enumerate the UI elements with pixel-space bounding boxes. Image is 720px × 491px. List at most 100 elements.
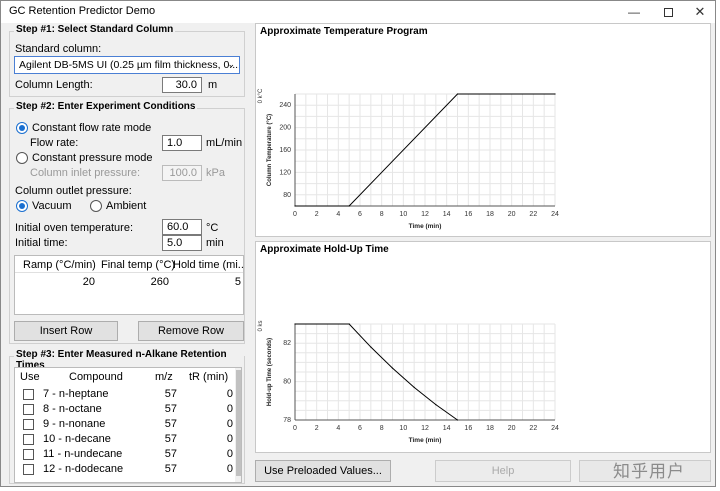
constant-flow-radio[interactable]	[16, 122, 28, 134]
y-tick-label: 80	[283, 379, 291, 386]
y-axis-label: Column Temperature (°C)	[267, 114, 273, 186]
table-row[interactable]: 10 - n-decane 57 0	[15, 433, 235, 448]
remove-row-button[interactable]: Remove Row	[138, 321, 244, 341]
ramp-header-ramp[interactable]: Ramp (°C/min)	[23, 259, 96, 271]
x-tick-label: 8	[380, 211, 384, 218]
tr-cell[interactable]: 0	[226, 463, 233, 475]
mz-cell[interactable]: 57	[164, 433, 177, 445]
y-tick-label: 200	[279, 125, 291, 132]
alkane-header-mz[interactable]: m/z	[155, 371, 173, 383]
table-row[interactable]: 9 - n-nonane 57 0	[15, 418, 235, 433]
constant-pressure-radio[interactable]	[16, 152, 28, 164]
column-length-input[interactable]: 30.0	[162, 77, 202, 93]
compound-cell: 12 - n-dodecane	[43, 463, 124, 475]
use-checkbox[interactable]	[23, 434, 34, 445]
close-icon: ✕	[694, 4, 706, 19]
ramp-cell-rate[interactable]: 20	[82, 276, 95, 288]
x-tick-label: 20	[508, 211, 516, 218]
y-tick-label: 82	[283, 340, 291, 347]
table-row[interactable]: 7 - n-heptane 57 0	[15, 388, 235, 403]
series-point	[554, 93, 556, 95]
ramp-header-hold-time[interactable]: Hold time (mi...	[173, 259, 244, 271]
maximize-button[interactable]	[651, 1, 685, 23]
table-row[interactable]: 12 - n-dodecane 57 0	[15, 463, 235, 478]
x-tick-label: 2	[315, 211, 319, 218]
initial-temp-input[interactable]: 60.0	[162, 219, 202, 235]
use-checkbox[interactable]	[23, 464, 34, 475]
inlet-pressure-input[interactable]: 100.0	[162, 165, 202, 181]
inlet-pressure-label: Column inlet pressure:	[30, 167, 141, 179]
outlet-pressure-label: Column outlet pressure:	[15, 185, 132, 197]
holdup-chart-panel: Approximate Hold-Up Time 0 2 4 6 8 10 12 14 16 18…	[255, 241, 711, 453]
x-tick-label: 10	[399, 211, 407, 218]
vacuum-label: Vacuum	[32, 200, 72, 212]
column-length-unit: m	[208, 79, 218, 91]
close-button[interactable]: ✕	[683, 1, 717, 23]
x-tick-label: 20	[508, 425, 516, 432]
y-tick-label: 240	[279, 102, 291, 109]
insert-row-button[interactable]: Insert Row	[14, 321, 118, 341]
alkane-scrollbar[interactable]	[235, 368, 241, 482]
column-length-label: Column Length:	[15, 79, 93, 91]
table-row[interactable]: 11 - n-undecane 57 0	[15, 448, 235, 463]
x-tick-label: 8	[380, 425, 384, 432]
table-row[interactable]: 8 - n-octane 57 0	[15, 403, 235, 418]
window-title: GC Retention Predictor Demo	[9, 5, 156, 17]
tr-cell[interactable]: 0	[226, 388, 233, 400]
ramp-header-final-temp[interactable]: Final temp (°C)	[101, 259, 176, 271]
initial-time-label: Initial time:	[15, 237, 68, 249]
alkane-header-tr[interactable]: tR (min)	[189, 371, 229, 383]
alkane-table: Use Compound m/z tR (min) 7 - n-heptane 5…	[14, 367, 242, 483]
alkane-scroll-thumb[interactable]	[236, 370, 241, 476]
vacuum-radio[interactable]	[16, 200, 28, 212]
compound-cell: 7 - n-heptane	[43, 388, 109, 400]
tr-cell[interactable]: 0	[226, 448, 233, 460]
alkane-header-use[interactable]: Use	[20, 371, 40, 383]
help-button[interactable]: Help	[435, 460, 571, 482]
use-checkbox[interactable]	[23, 389, 34, 400]
use-checkbox[interactable]	[23, 449, 34, 460]
series-point	[294, 205, 296, 207]
temperature-chart-panel: Approximate Temperature Program 0 2 4 6 8 10 1…	[255, 23, 711, 237]
use-checkbox[interactable]	[23, 419, 34, 430]
step3-title: Step #3: Enter Measured n-Alkane Retenti…	[14, 349, 244, 371]
step1-title: Step #1: Select Standard Column	[14, 24, 176, 35]
series-point	[456, 419, 459, 421]
alkane-header-compound[interactable]: Compound	[69, 371, 123, 383]
step2-group: Step #2: Enter Experiment Conditions Con…	[9, 101, 245, 344]
series-point	[370, 346, 372, 348]
initial-temp-unit: °C	[206, 222, 219, 234]
standard-column-select[interactable]: Agilent DB-5MS UI (0.25 µm film thicknes…	[14, 56, 240, 74]
y-axis-label: Hold-up Time (seconds)	[267, 338, 273, 406]
ambient-radio[interactable]	[90, 200, 102, 212]
tr-cell[interactable]: 0	[226, 403, 233, 415]
ramp-cell-hold-time[interactable]: 5	[234, 276, 241, 288]
compound-cell: 11 - n-undecane	[43, 448, 123, 460]
x-tick-label: 12	[421, 211, 429, 218]
inlet-pressure-unit: kPa	[206, 167, 225, 179]
series-point	[413, 386, 415, 388]
minimize-button[interactable]: —	[617, 1, 651, 23]
use-checkbox[interactable]	[23, 404, 34, 415]
mz-cell[interactable]: 57	[164, 403, 177, 415]
ramp-cell-final-temp[interactable]: 260	[150, 276, 169, 288]
standard-column-label: Standard column:	[15, 43, 102, 55]
next-button[interactable]	[579, 460, 711, 482]
mz-cell[interactable]: 57	[164, 418, 177, 430]
minimize-icon: —	[628, 5, 640, 19]
use-preloaded-button[interactable]: Use Preloaded Values...	[255, 460, 391, 482]
mz-cell[interactable]: 57	[164, 463, 177, 475]
ambient-label: Ambient	[106, 200, 147, 212]
y-tick-label: 78	[283, 417, 291, 424]
mz-cell[interactable]: 57	[164, 448, 177, 460]
holdup-chart-title: Approximate Hold-Up Time	[260, 244, 389, 255]
tr-cell[interactable]: 0	[226, 418, 233, 430]
initial-time-input[interactable]: 5.0	[162, 235, 202, 251]
tr-cell[interactable]: 0	[226, 433, 233, 445]
x-tick-label: 24	[551, 211, 559, 218]
mz-cell[interactable]: 57	[164, 388, 177, 400]
flow-rate-input[interactable]: 1.0	[162, 135, 202, 151]
step2-title: Step #2: Enter Experiment Conditions	[14, 101, 198, 112]
x-tick-label: 0	[293, 211, 297, 218]
